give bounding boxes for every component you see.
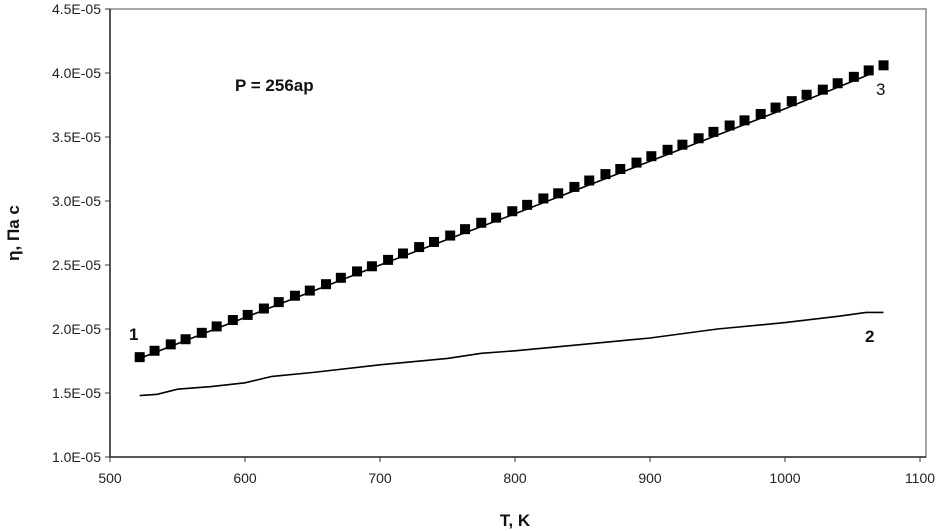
series-1-marker [878, 60, 889, 71]
series-1-marker [366, 261, 377, 272]
pressure-annotation: P = 256ap [235, 76, 314, 95]
series-1-marker [538, 193, 549, 204]
series-1-marker [242, 309, 253, 320]
series-3-line [139, 72, 874, 360]
series-1-marker [739, 115, 750, 126]
series-label-3: 3 [876, 80, 885, 99]
series-1-marker [646, 151, 657, 162]
y-tick-label: 4.0E-05 [52, 65, 101, 81]
y-tick-label: 1.0E-05 [52, 449, 101, 465]
x-tick-label: 600 [233, 470, 257, 486]
y-tick-label: 3.0E-05 [52, 193, 101, 209]
series-1-marker [770, 102, 781, 113]
plot-frame [109, 8, 927, 458]
series-1-marker [569, 181, 580, 192]
series-1-marker [460, 224, 471, 235]
x-tick-label: 800 [503, 470, 527, 486]
series-1-marker [817, 84, 828, 95]
series-1-marker [662, 144, 673, 155]
series-1-marker [383, 254, 394, 265]
series-1-marker [615, 164, 626, 174]
series-1-marker [755, 108, 766, 119]
series-label-1: 1 [129, 325, 138, 344]
series-1-marker [321, 279, 331, 290]
series-1-marker [304, 285, 315, 296]
x-tick-label: 1100 [905, 470, 935, 486]
series-1-marker [476, 217, 487, 228]
y-tick-label: 2.0E-05 [52, 321, 101, 337]
x-axis-label: T, K [500, 511, 531, 530]
series-1-marker [289, 290, 300, 301]
series-1-marker [335, 272, 346, 283]
x-tick-label: 900 [638, 470, 662, 486]
series-1-marker [786, 96, 797, 107]
series-1-marker [211, 321, 222, 332]
y-tick-label: 1.5E-05 [52, 385, 101, 401]
series-1-marker [352, 266, 363, 277]
series-1-marker [584, 175, 595, 186]
series-1-marker [724, 120, 735, 131]
series-1-marker [491, 212, 502, 223]
series-1-marker [832, 78, 843, 89]
series-1-marker [863, 65, 874, 76]
series-1-marker [507, 206, 518, 217]
y-tick-label: 2.5E-05 [52, 257, 101, 273]
series-1-marker [227, 315, 238, 326]
x-tick-label: 700 [368, 470, 392, 486]
series-1-marker [631, 157, 642, 168]
series-1-marker [149, 345, 160, 356]
series-1-marker [522, 199, 533, 210]
series-1-marker [693, 133, 704, 144]
series-1-marker [553, 188, 564, 199]
y-axis-label: η, Па с [4, 205, 23, 261]
series-1-marker [677, 139, 688, 150]
series-1-marker [397, 248, 408, 259]
series-1-marker [134, 352, 145, 363]
y-tick-label: 4.5E-05 [52, 1, 101, 17]
x-tick-label: 500 [98, 470, 122, 486]
series-1-marker [180, 334, 191, 345]
series-1-marker [165, 339, 176, 350]
series-1-marker [708, 126, 719, 137]
series-1-marker [445, 230, 456, 241]
series-2-line [139, 311, 884, 397]
series-1-marker [600, 169, 611, 180]
series-1-marker [273, 297, 284, 308]
series-1-marker [414, 242, 425, 253]
series-1-marker [196, 327, 207, 338]
y-tick-label: 3.5E-05 [52, 129, 101, 145]
series-1-marker [429, 236, 439, 247]
series-1-marker [258, 303, 269, 314]
series-1-marker [801, 89, 812, 100]
x-tick-label: 1000 [769, 470, 800, 486]
series-1-marker [848, 71, 859, 82]
series-label-2: 2 [865, 327, 874, 346]
